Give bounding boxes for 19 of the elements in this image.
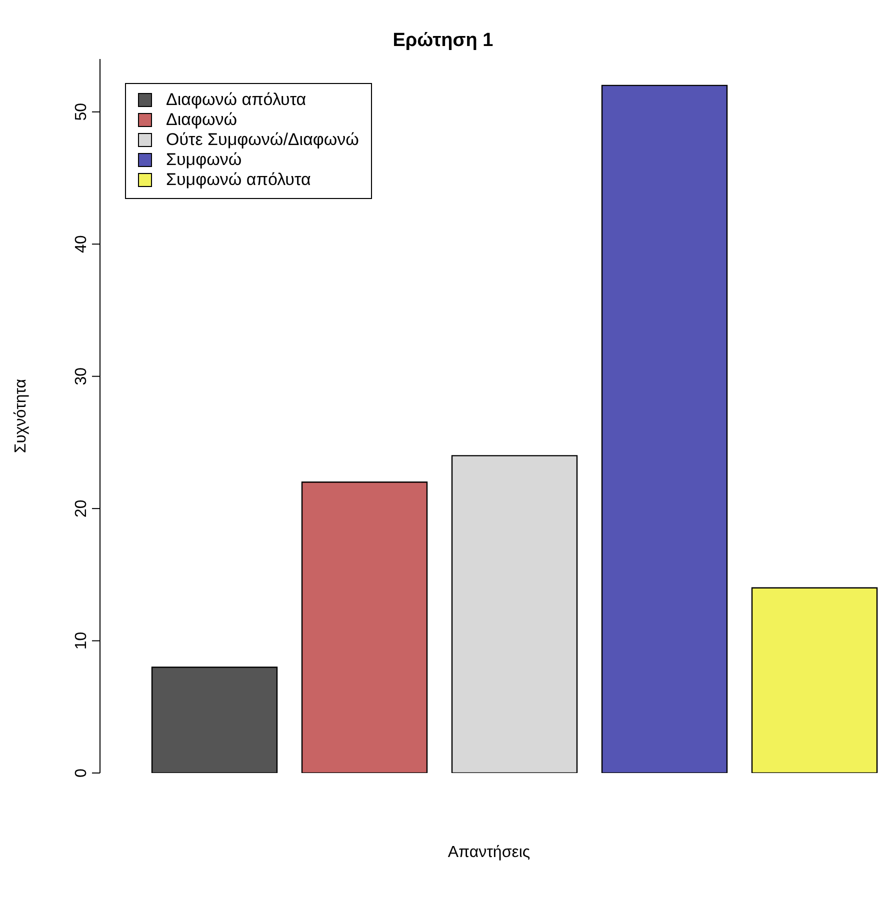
y-tick-label: 10: [73, 632, 90, 650]
y-tick-label: 30: [73, 367, 90, 386]
chart-title: Ερώτηση 1: [392, 30, 494, 52]
y-tick-label: 20: [73, 500, 90, 518]
legend-label: Ούτε Συμφωνώ/Διαφωνώ: [166, 130, 359, 150]
y-tick-label: 50: [73, 102, 90, 121]
legend-label: Συμφωνώ: [166, 150, 242, 170]
y-tick-label: 0: [73, 768, 90, 778]
bar: [301, 482, 428, 773]
x-axis-title: Απαντήσεις: [448, 844, 530, 861]
bar: [601, 84, 728, 773]
bar: [451, 455, 578, 773]
bar: [751, 587, 878, 773]
y-tick-label: 40: [73, 235, 90, 254]
legend-label: Διαφωνώ απόλυτα: [166, 90, 306, 110]
bar: [151, 666, 278, 773]
legend-label: Συμφωνώ απόλυτα: [166, 170, 311, 190]
legend-label: Διαφωνώ: [166, 110, 238, 130]
y-axis-title: Συχνότητα: [12, 378, 30, 454]
